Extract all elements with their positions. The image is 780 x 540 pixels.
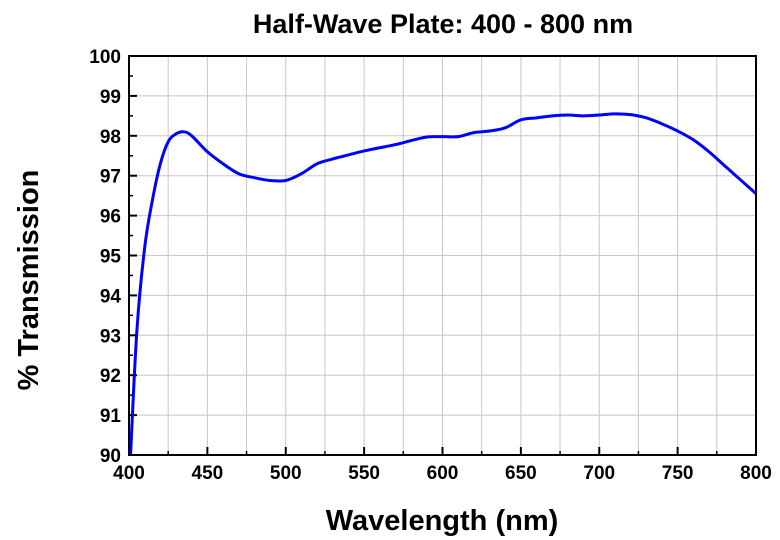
x-tick-label: 750 — [662, 463, 694, 484]
y-tick-label: 93 — [100, 326, 121, 347]
plot-frame — [128, 55, 757, 456]
y-tick-label: 94 — [100, 286, 122, 307]
x-tick-label: 450 — [192, 463, 224, 484]
y-tick-label: 97 — [100, 167, 121, 188]
x-tick-label: 650 — [505, 463, 537, 484]
x-tick-label: 700 — [583, 463, 615, 484]
x-axis-label: Wavelength (nm) — [326, 505, 559, 537]
y-tick-label: 100 — [89, 47, 121, 68]
grid — [129, 56, 756, 455]
y-tick-label: 96 — [100, 207, 121, 228]
x-tick-label: 400 — [113, 463, 145, 484]
series-layer — [129, 112, 757, 456]
x-tick-label: 800 — [740, 463, 772, 484]
x-tick-label: 500 — [270, 463, 302, 484]
y-tick-label: 99 — [100, 87, 121, 108]
y-tick-label: 92 — [100, 366, 121, 387]
transmission-series-line — [129, 112, 757, 456]
y-tick-label: 98 — [100, 127, 121, 148]
tick-labels: 400 450 500 550 600 650 700 750 800 90 91 92 93 94 95 9… — [89, 47, 772, 484]
x-tick-label: 550 — [348, 463, 380, 484]
y-tick-label: 95 — [100, 247, 122, 268]
y-axis-label: % Transmission — [13, 170, 45, 391]
chart-title: Half-Wave Plate: 400 - 800 nm — [253, 9, 633, 39]
y-tick-label: 91 — [100, 406, 122, 427]
y-tick-label: 90 — [100, 446, 121, 467]
x-tick-label: 600 — [427, 463, 459, 484]
